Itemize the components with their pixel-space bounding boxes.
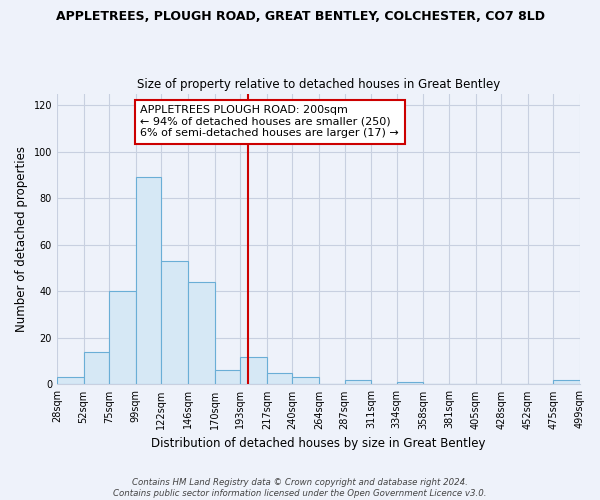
Bar	[188, 282, 215, 384]
Bar	[292, 378, 319, 384]
Bar	[553, 380, 580, 384]
Y-axis label: Number of detached properties: Number of detached properties	[15, 146, 28, 332]
Bar	[136, 178, 161, 384]
Bar	[57, 378, 83, 384]
Bar	[240, 356, 267, 384]
X-axis label: Distribution of detached houses by size in Great Bentley: Distribution of detached houses by size …	[151, 437, 486, 450]
Bar	[161, 261, 188, 384]
Text: APPLETREES PLOUGH ROAD: 200sqm
← 94% of detached houses are smaller (250)
6% of : APPLETREES PLOUGH ROAD: 200sqm ← 94% of …	[140, 105, 399, 138]
Bar	[83, 352, 109, 384]
Bar	[267, 373, 292, 384]
Text: APPLETREES, PLOUGH ROAD, GREAT BENTLEY, COLCHESTER, CO7 8LD: APPLETREES, PLOUGH ROAD, GREAT BENTLEY, …	[56, 10, 545, 23]
Bar	[109, 292, 136, 384]
Text: Contains HM Land Registry data © Crown copyright and database right 2024.
Contai: Contains HM Land Registry data © Crown c…	[113, 478, 487, 498]
Title: Size of property relative to detached houses in Great Bentley: Size of property relative to detached ho…	[137, 78, 500, 91]
Bar	[344, 380, 371, 384]
Bar	[397, 382, 424, 384]
Bar	[215, 370, 240, 384]
